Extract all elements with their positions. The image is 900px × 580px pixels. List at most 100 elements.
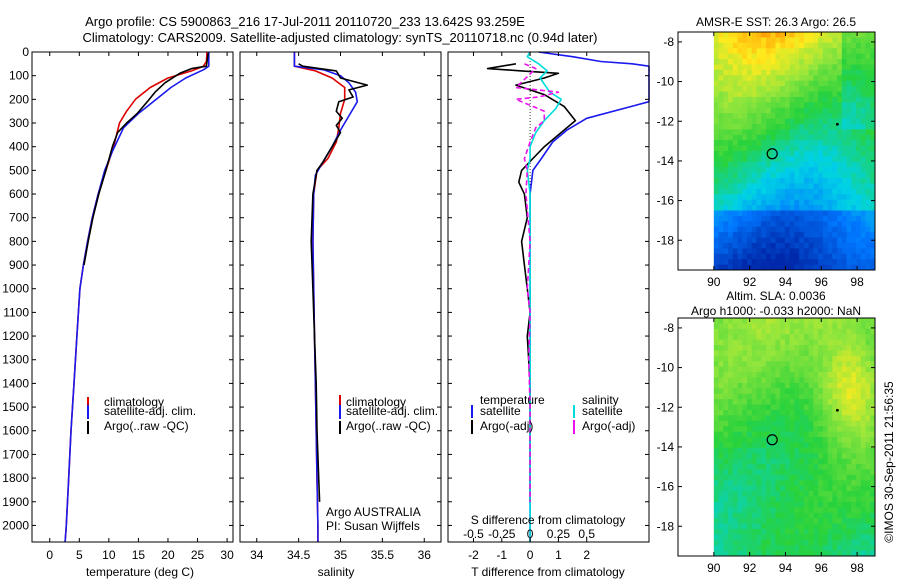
map-cell [718, 107, 724, 114]
map-cell [751, 183, 757, 190]
map-cell [818, 388, 824, 395]
map-cell [713, 474, 719, 481]
map-cell [723, 480, 729, 487]
map-cell [851, 528, 857, 535]
map-cell [865, 242, 871, 249]
map-cell [803, 151, 810, 157]
map-cell [737, 469, 743, 476]
map-cell [846, 215, 852, 222]
map-cell [837, 491, 843, 497]
map-cell [851, 194, 857, 201]
map-cell [865, 355, 871, 362]
map-cell [728, 431, 734, 438]
map-cell [728, 183, 734, 190]
map-cell [813, 355, 819, 362]
map-cell [728, 491, 734, 497]
map-cell [737, 226, 743, 233]
map-cell [851, 393, 857, 400]
map-cell [723, 528, 729, 535]
map-cell [832, 75, 838, 82]
map-cell [789, 151, 795, 157]
map-cell [765, 409, 772, 416]
map-cell [742, 328, 748, 335]
map-cell [818, 350, 824, 357]
map-cell [837, 42, 843, 49]
map-cell [761, 480, 767, 487]
map-cell [713, 48, 719, 55]
map-cell [856, 91, 862, 98]
map-cell [770, 534, 776, 541]
map-cell [718, 328, 724, 335]
map-cell [841, 453, 847, 460]
map-cell [742, 382, 748, 389]
map-cell [742, 528, 748, 535]
map-cell [860, 264, 866, 271]
map-cell [713, 404, 719, 411]
map-cell [803, 134, 810, 141]
map-cell [856, 221, 862, 228]
map-cell [723, 464, 729, 470]
map-cell [713, 437, 719, 443]
map-cell [865, 156, 871, 163]
map-cell [780, 37, 786, 44]
map-cell [789, 409, 795, 416]
map-cell [822, 437, 828, 443]
map-cell [870, 437, 876, 443]
y-tick-label: 0 [22, 45, 29, 59]
map-cell [784, 377, 791, 384]
map-cell [846, 145, 852, 152]
x-tick-label: 36 [418, 548, 432, 562]
map-cell [780, 188, 786, 195]
map-cell [765, 366, 772, 373]
map-cell [780, 199, 786, 206]
map-cell [860, 393, 866, 400]
map-cell [761, 361, 767, 368]
map-cell [723, 248, 729, 255]
map-cell [775, 345, 781, 351]
map-cell [832, 129, 838, 136]
map-cell [818, 123, 824, 130]
map-cell [780, 447, 786, 454]
map-cell [789, 447, 795, 454]
y-tick-label: -14 [657, 440, 675, 454]
map-cell [713, 512, 719, 519]
map-cell [789, 507, 795, 514]
map-cell [827, 151, 833, 157]
x-tick-label: 35 [334, 548, 348, 562]
map-cell [794, 339, 800, 346]
map-cell [761, 350, 767, 357]
map-cell [784, 140, 791, 146]
map-cell [803, 237, 810, 244]
map-cell [799, 447, 805, 454]
map-cell [732, 523, 738, 530]
map-cell [865, 123, 871, 130]
map-cell [841, 237, 847, 244]
map-cell [841, 91, 847, 98]
map-cell [751, 453, 757, 460]
map-cell [765, 37, 772, 44]
map-cell [870, 534, 876, 541]
map-cell [765, 161, 772, 168]
map-cell [728, 32, 734, 38]
map-cell [856, 415, 862, 422]
map-cell [732, 415, 738, 422]
map-cell [775, 145, 781, 152]
y-tick-label: 100 [9, 69, 29, 83]
map-cell [865, 91, 871, 98]
map-cell [860, 437, 866, 443]
map-cell [747, 259, 753, 265]
map-cell [846, 377, 852, 384]
map-cell [747, 221, 753, 228]
map-cell [723, 156, 729, 163]
map-cell [770, 113, 776, 119]
map-cell [775, 447, 781, 454]
map-cell [846, 80, 852, 87]
map-cell [723, 453, 729, 460]
map-cell [751, 118, 757, 125]
map-cell [780, 210, 786, 217]
map-cell [732, 512, 738, 519]
map-cell [856, 156, 862, 163]
map-cell [737, 350, 743, 357]
map-cell [713, 415, 719, 422]
map-cell [718, 480, 724, 487]
